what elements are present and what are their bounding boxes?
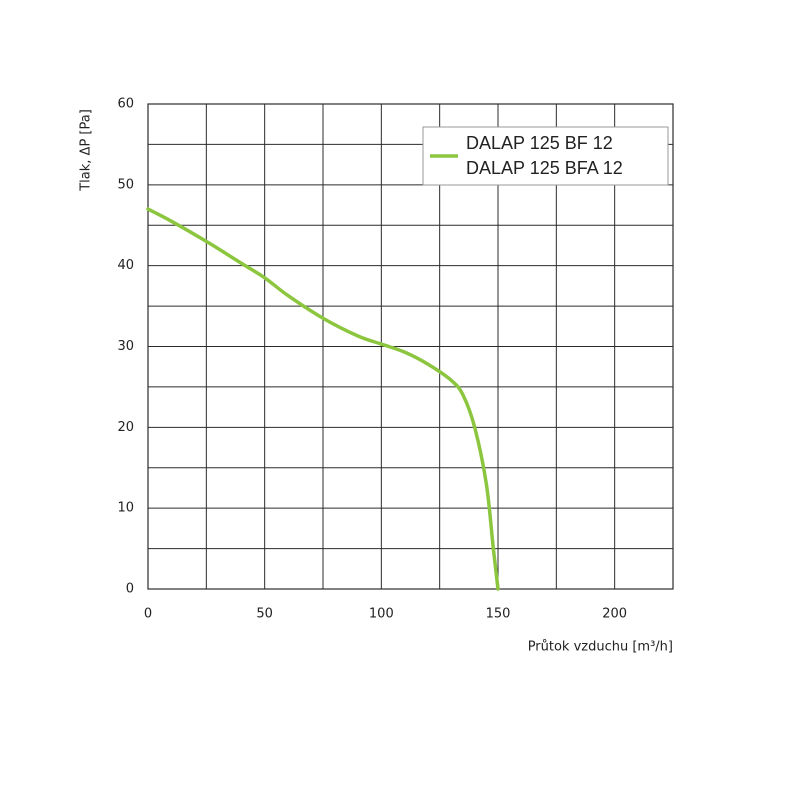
legend-box — [422, 126, 669, 186]
y-tick-label: 40 — [117, 258, 134, 273]
y-tick-label: 50 — [117, 177, 134, 192]
y-tick-label: 20 — [117, 420, 134, 435]
x-tick-label: 200 — [602, 607, 627, 622]
legend-label: DALAP 125 BF 12 — [466, 133, 613, 153]
y-tick-label: 60 — [117, 97, 134, 112]
x-axis-label: Průtok vzduchu [m³/h] — [528, 640, 673, 655]
x-tick-label: 100 — [369, 607, 394, 622]
x-tick-label: 150 — [486, 607, 511, 622]
y-tick-label: 0 — [126, 582, 134, 597]
plot-border — [147, 103, 674, 590]
y-tick-label: 30 — [117, 339, 134, 354]
y-axis-label: Tlak, ΔP [Pa] — [79, 109, 94, 192]
legend-label: DALAP 125 BFA 12 — [466, 158, 623, 178]
x-tick-label: 0 — [144, 607, 152, 622]
y-tick-label: 10 — [117, 501, 134, 516]
data-line — [146, 207, 500, 591]
x-tick-label: 50 — [256, 607, 273, 622]
